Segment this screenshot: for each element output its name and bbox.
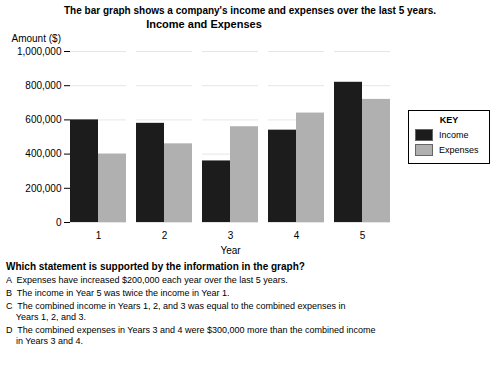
html-text:Expenses: Expenses xyxy=(439,144,479,155)
svg-text:Year: Year xyxy=(220,245,241,256)
html-text:The bar graph shows a company': The bar graph shows a company's income a… xyxy=(64,5,436,16)
svg-text:800,000: 800,000 xyxy=(25,80,62,91)
svg-text:1,000,000: 1,000,000 xyxy=(17,46,62,57)
svg-text:Amount ($): Amount ($) xyxy=(12,33,61,44)
svg-text:600,000: 600,000 xyxy=(25,114,62,125)
html-text:B The income in Year 5 was twi: B The income in Year 5 was twice the inc… xyxy=(6,288,230,298)
svg-text:200,000: 200,000 xyxy=(25,183,62,194)
svg-text:4: 4 xyxy=(294,230,300,241)
html-text:A Expenses have increased $200: A Expenses have increased $200,000 each … xyxy=(6,275,288,285)
svg-text:0: 0 xyxy=(56,217,62,228)
html-text:Income and Expenses: Income and Expenses xyxy=(146,18,262,30)
html-text:C The combined income in Years: C The combined income in Years 1, 2, and… xyxy=(6,301,346,322)
svg-text:3: 3 xyxy=(228,230,234,241)
html-text:KEY: KEY xyxy=(439,114,459,125)
svg-text:5: 5 xyxy=(360,230,366,241)
svg-text:2: 2 xyxy=(162,230,168,241)
html-text:Income: Income xyxy=(439,129,469,140)
html-text:Which statement is supported b: Which statement is supported by the info… xyxy=(6,261,305,272)
svg-text:400,000: 400,000 xyxy=(25,148,62,159)
svg-text:1: 1 xyxy=(96,230,102,241)
html-text:D The combined expenses in Yea: D The combined expenses in Years 3 and 4… xyxy=(6,325,376,346)
